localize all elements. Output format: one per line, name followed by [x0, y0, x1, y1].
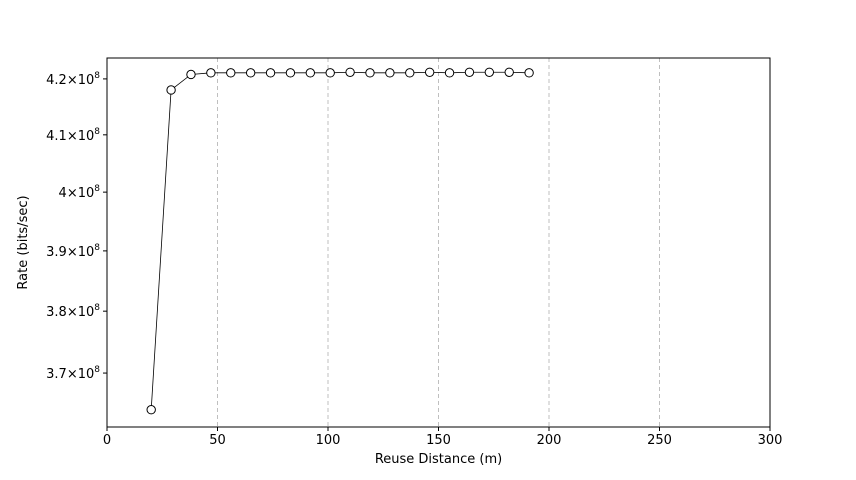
- x-tick-label: 50: [209, 433, 226, 448]
- series-line: [150, 71, 530, 410]
- data-point: [365, 68, 375, 78]
- y-tick-label: 3.7×108: [46, 365, 100, 382]
- data-point: [285, 68, 296, 78]
- y-tick-label: 4×108: [59, 184, 101, 201]
- y-tick-label: 3.9×108: [46, 243, 100, 260]
- data-point: [524, 68, 534, 78]
- x-tick-label: 200: [537, 433, 562, 448]
- x-axis: 0 50 100 150 200 250 300: [103, 427, 783, 448]
- y-axis: 3.7×108 3.8×108 3.9×108 4×108 4.1×108 4.2×108: [46, 71, 107, 382]
- data-point: [405, 68, 415, 78]
- x-tick-label: 300: [758, 433, 783, 448]
- y-tick-label: 4.2×108: [46, 71, 100, 88]
- data-points: [146, 67, 534, 415]
- x-axis-label: Reuse Distance (m): [375, 452, 502, 467]
- data-point: [345, 67, 355, 77]
- data-point: [444, 68, 455, 78]
- data-point: [464, 67, 475, 77]
- data-point: [186, 69, 196, 80]
- data-point: [484, 67, 495, 77]
- data-point: [146, 405, 156, 415]
- data-point: [305, 68, 316, 78]
- data-point: [385, 68, 395, 78]
- data-point: [206, 68, 216, 78]
- y-axis-label: Rate (bits/sec): [16, 195, 31, 289]
- x-tick-label: 100: [316, 433, 341, 448]
- x-tick-label: 0: [103, 433, 111, 448]
- grid-lines: [217, 58, 660, 427]
- data-point: [245, 68, 256, 78]
- x-tick-label: 250: [647, 433, 672, 448]
- data-point: [226, 68, 236, 78]
- data-point: [504, 67, 514, 77]
- series-1: [150, 71, 530, 410]
- x-tick-label: 150: [426, 433, 451, 448]
- data-point: [325, 68, 335, 78]
- data-point: [265, 68, 276, 78]
- data-point: [166, 85, 176, 95]
- y-tick-label: 4.1×108: [46, 127, 100, 144]
- data-point: [424, 67, 435, 77]
- y-tick-label: 3.8×108: [46, 303, 100, 320]
